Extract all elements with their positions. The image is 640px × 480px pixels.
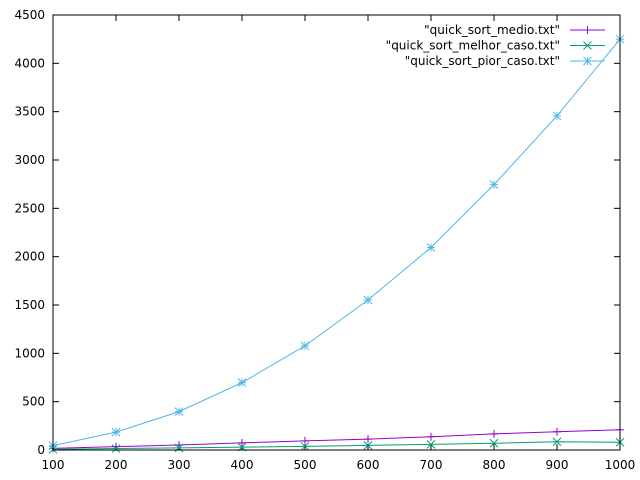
legend: "quick_sort_medio.txt" "quick_sort_melhor… [386,23,605,68]
x-tick-label: 500 [294,458,317,472]
x-tick-label: 800 [483,458,506,472]
series-1-point [553,427,561,436]
series-3-point [174,407,184,416]
legend-label: "quick_sort_melhor_caso.txt" [386,39,560,53]
series-1-point [427,432,435,441]
x-tick-label: 400 [231,458,254,472]
series-3-point [237,378,247,387]
series-3-point [363,295,373,305]
y-tick-label: 500 [22,395,45,409]
x-tick-label: 900 [546,458,569,472]
x-tick-label: 200 [105,458,128,472]
x-tick-label: 1000 [605,458,636,472]
series-2-point [300,442,310,451]
series-2-point [489,438,499,448]
legend-entry-1: "quick_sort_medio.txt" [424,23,605,37]
series-3-point [300,341,310,351]
y-tick-label: 1500 [14,298,45,312]
series-2-point [111,444,121,453]
series-3-point [489,180,499,190]
y-tick-label: 3500 [14,105,45,119]
x-tick-label: 700 [420,458,443,472]
series-2-point [363,441,373,450]
series-1-point [490,429,498,438]
series-2-point [552,437,562,447]
series-1-point [112,442,120,451]
y-tick-label: 3000 [14,153,45,167]
series-3-line [52,38,621,447]
series-3-point [111,427,121,437]
y-tick-label: 4000 [14,56,45,70]
x-tick-label: 300 [168,458,191,472]
legend-label: "quick_sort_pior_caso.txt" [405,54,560,68]
y-tick-label: 4500 [14,8,45,22]
series-1-line [52,429,621,449]
x-tick-label: 100 [42,458,65,472]
legend-label: "quick_sort_medio.txt" [424,23,560,37]
series-2-point [174,443,184,453]
series-1-point [364,435,372,444]
series-2-point [426,440,436,449]
series-1-point [301,436,309,445]
series-lines [48,34,625,454]
y-tick-label: 1000 [14,346,45,360]
series-3-point [552,111,562,121]
series-2 [48,437,625,454]
axis-ticks: 100 200 300 400 500 600 700 800 900 1000 0 500 1000 1… [14,8,635,472]
legend-marker [583,56,592,66]
legend-marker [583,26,592,34]
y-tick-label: 0 [37,443,45,457]
series-3 [48,34,625,451]
series-1-point [238,438,246,447]
y-tick-label: 2500 [14,201,45,215]
legend-entry-2: "quick_sort_melhor_caso.txt" [386,39,605,53]
x-tick-label: 600 [357,458,380,472]
plot-frame [52,14,621,451]
legend-entry-3: "quick_sort_pior_caso.txt" [405,54,605,68]
legend-marker [583,41,592,50]
series-2-line [52,441,621,450]
y-tick-label: 2000 [14,250,45,264]
series-3-point [426,243,436,252]
